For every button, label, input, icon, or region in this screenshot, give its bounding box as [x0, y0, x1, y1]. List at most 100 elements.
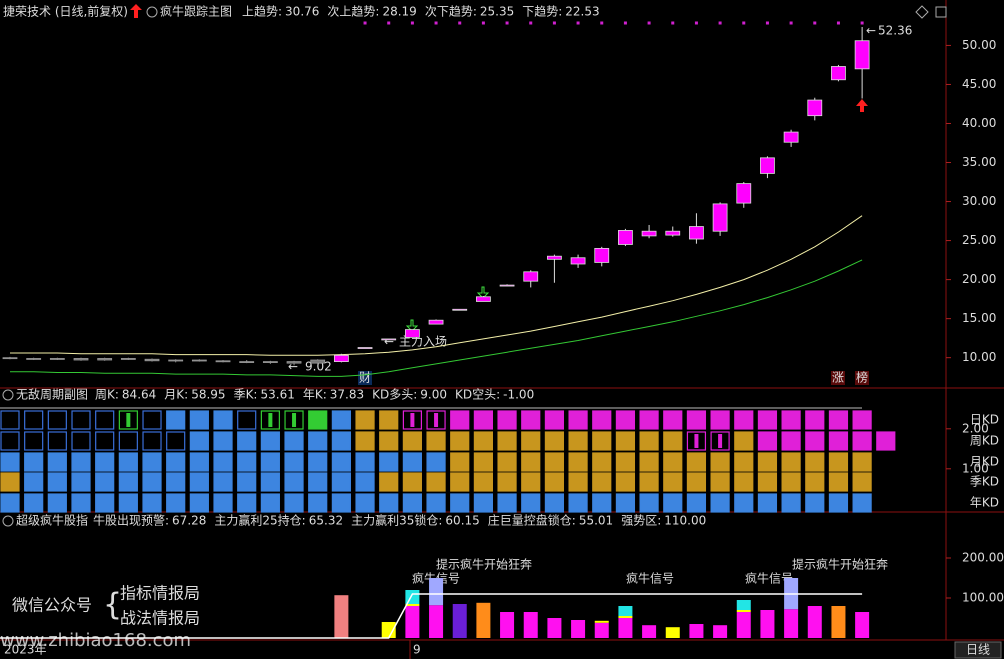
panel-icon[interactable] [2, 389, 14, 401]
bar-segment [429, 605, 444, 638]
kd-cell [0, 410, 20, 430]
kd-cell-stripe [292, 413, 297, 427]
indicator-value: 28.19 [382, 5, 416, 19]
y-tick-label: 100.00 [962, 591, 1004, 605]
candle-body [239, 361, 255, 363]
bar-segment [784, 609, 799, 638]
kd-cell [379, 452, 399, 472]
kd-cell [308, 493, 328, 513]
strength-line [0, 593, 863, 639]
kd-cell [402, 472, 422, 492]
row-label: 季KD [970, 475, 999, 489]
kd-cell [71, 431, 91, 451]
panel-icon[interactable] [2, 515, 14, 527]
kd-cell [521, 452, 541, 472]
kd-cell [852, 431, 872, 451]
period-label[interactable]: 日线 [966, 643, 990, 657]
indicator-value: 55.01 [579, 514, 613, 528]
kd-cell [331, 472, 351, 492]
candle-body [49, 358, 65, 360]
kd-cell [734, 493, 754, 513]
kd-cell [828, 452, 849, 472]
kd-cell [521, 410, 541, 430]
kd-cell [213, 410, 233, 430]
kd-cell [402, 431, 422, 451]
kd-cell-stripe [268, 413, 273, 427]
signal-dot [505, 21, 509, 25]
kd-cell [639, 452, 659, 472]
kd-cell [497, 452, 517, 472]
kd-cell [142, 472, 162, 492]
kd-cell [686, 472, 707, 492]
kd-cell [473, 431, 493, 451]
kd-cell [426, 493, 446, 513]
toolbar-icon[interactable] [935, 6, 947, 18]
candle-body [807, 99, 823, 117]
kd-cell [24, 431, 44, 451]
bar-segment [523, 612, 538, 638]
kd-cell-stripe [126, 413, 131, 427]
badge [831, 371, 845, 385]
candle-body [120, 358, 136, 360]
kd-cell [47, 410, 67, 430]
kd-cell [355, 410, 375, 430]
kd-cell [686, 410, 707, 430]
period-button[interactable] [954, 641, 1002, 659]
toolbar-icon[interactable] [915, 5, 929, 19]
signal-dot [813, 21, 817, 25]
panel-icon[interactable] [146, 6, 158, 18]
kd-cell [189, 452, 209, 472]
kd-cell [47, 472, 67, 492]
kd-cell [521, 431, 541, 451]
indicator-value: 84.64 [122, 388, 156, 402]
kd-cell [615, 410, 636, 430]
row-label: 周KD [970, 434, 999, 448]
kd-cell [544, 493, 565, 513]
kd-cell [402, 493, 422, 513]
kd-cell [213, 431, 233, 451]
indicator-value: -1.00 [503, 388, 534, 402]
y-tick-label: 45.00 [962, 77, 996, 91]
signal-dot [765, 21, 769, 25]
candle-body [570, 257, 586, 265]
indicator-label: 年K: [303, 388, 327, 402]
indicator-value: 9.00 [420, 388, 447, 402]
kd-cell [521, 472, 541, 492]
kd-cell [355, 472, 375, 492]
kd-cell [710, 472, 730, 492]
kd-cell [663, 431, 683, 451]
bar-segment [807, 606, 822, 638]
kd-cell [284, 493, 304, 513]
bar-segment [855, 612, 870, 638]
kd-cell [189, 431, 209, 451]
signal-dot [694, 21, 698, 25]
candle-body [594, 247, 610, 263]
annotation: 榜 [856, 370, 868, 385]
kd-cell [142, 410, 162, 430]
kd-cell [166, 431, 186, 451]
candle-body [144, 358, 160, 362]
indicator-label: 主力赢利35锁仓: [351, 513, 442, 528]
kd-cell [450, 493, 470, 513]
y-tick-label: 25.00 [962, 233, 996, 247]
candle-body [475, 296, 491, 302]
annotation: 提示疯牛开始狂奔 [436, 557, 532, 572]
kd-cell [710, 493, 730, 513]
kd-cell [95, 431, 115, 451]
indicator-label: KD空头: [455, 388, 500, 402]
panel-title: 超级疯牛股指 [16, 513, 88, 528]
bar-segment [405, 604, 420, 606]
kd-cell [0, 472, 20, 492]
signal-dot [363, 21, 367, 25]
candle-body [97, 358, 113, 361]
bar-segment [831, 606, 846, 638]
wechat-label: 微信公众号 [12, 596, 92, 615]
candle-body [499, 284, 515, 287]
kd-cell [568, 410, 588, 430]
kd-cell [379, 493, 399, 513]
signal-dot [860, 21, 864, 25]
candle-body [665, 230, 681, 236]
kd-cell [805, 452, 825, 472]
kd-cell-stripe [410, 413, 415, 427]
